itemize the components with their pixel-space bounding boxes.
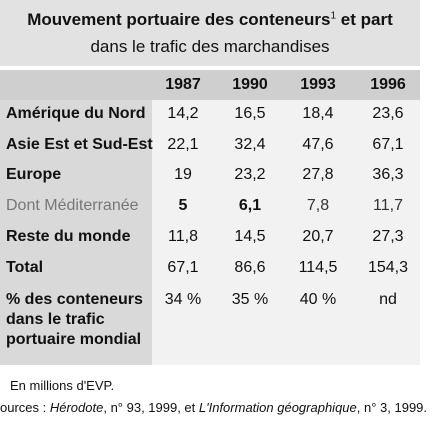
cell: 22,1 xyxy=(167,136,199,153)
cell: 16,5 xyxy=(234,105,266,122)
cell: 40 % xyxy=(299,291,337,308)
column-header: 1993 xyxy=(300,76,336,93)
cell: 34 % xyxy=(164,291,202,308)
cell: 7,8 xyxy=(306,197,330,214)
row-label: portuaire mondial xyxy=(6,331,142,348)
cell: 20,7 xyxy=(302,228,334,245)
cell: 23,6 xyxy=(372,105,404,122)
cell: 11,8 xyxy=(168,228,198,245)
column-header: 1996 xyxy=(370,76,406,93)
footnote-mark: 1 xyxy=(330,10,337,22)
column-header: 1990 xyxy=(232,76,268,93)
label-column xyxy=(0,100,152,365)
note: En millions d'EVP. xyxy=(10,378,115,393)
header-band xyxy=(0,70,420,100)
row-label: Dont Méditerranée xyxy=(6,197,139,214)
sources-part: , n° 93, 1999, et xyxy=(103,400,199,415)
title-line: Mouvement portuaire des conteneurs1 et p… xyxy=(0,10,420,30)
title-text: et part xyxy=(336,10,393,29)
cell: 23,2 xyxy=(234,166,266,183)
cell: 114,5 xyxy=(298,259,338,276)
title-band xyxy=(0,0,420,66)
cell: 14,2 xyxy=(167,105,199,122)
sources: ources : Hérodote, n° 93, 1999, et L'Inf… xyxy=(0,400,427,415)
sources-part: L'Information géographique xyxy=(198,400,357,415)
cell: nd xyxy=(379,291,397,308)
sources-part: ources : xyxy=(0,400,50,415)
row-label: dans le trafic xyxy=(6,311,105,328)
row-label: Reste du monde xyxy=(6,228,131,245)
cell: 67,1 xyxy=(372,136,404,153)
row-label: % des conteneurs xyxy=(6,291,143,308)
cell: 11,7 xyxy=(373,197,403,214)
cell: 18,4 xyxy=(302,105,334,122)
row-label: Amérique du Nord xyxy=(6,105,146,122)
cell: 5 xyxy=(178,197,188,214)
cell: 19 xyxy=(174,166,192,183)
cell: 6,1 xyxy=(238,197,262,214)
cell: 36,3 xyxy=(372,166,404,183)
value-area xyxy=(152,100,420,365)
cell: 154,3 xyxy=(367,259,409,276)
cell: 47,6 xyxy=(302,136,334,153)
cell: 86,6 xyxy=(234,259,266,276)
cell: 67,1 xyxy=(167,259,199,276)
cell: 14,5 xyxy=(234,228,266,245)
sources-part: , n° 3, 1999. xyxy=(356,400,428,415)
cell: 27,8 xyxy=(302,166,334,183)
cell: 35 % xyxy=(231,291,269,308)
row-label: Total xyxy=(6,259,44,276)
row-label: Europe xyxy=(6,166,62,183)
sources-part: Hérodote xyxy=(49,400,104,415)
column-header: 1987 xyxy=(165,76,201,93)
title-text: Mouvement portuaire des conteneurs xyxy=(27,10,331,29)
cell: 27,3 xyxy=(372,228,404,245)
row-label: Asie Est et Sud-Est xyxy=(6,136,153,153)
cell: 32,4 xyxy=(234,136,266,153)
title-line: dans le trafic des marchandises xyxy=(90,37,330,56)
